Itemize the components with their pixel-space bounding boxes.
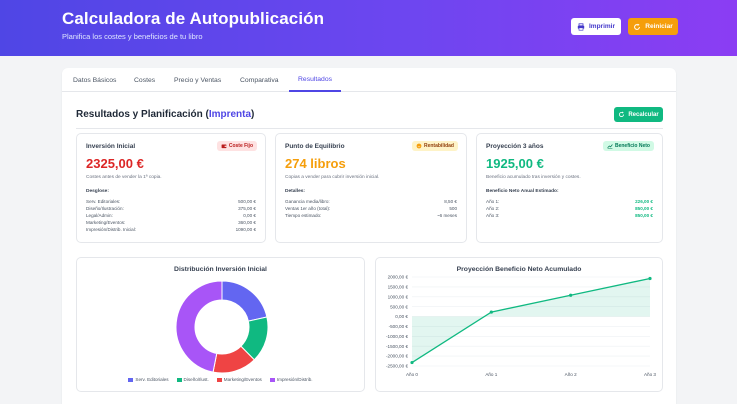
line-chart-title: Proyección Beneficio Neto Acumulado <box>456 266 582 273</box>
y-tick-label: -2500,00 € <box>386 364 408 369</box>
y-tick-label: 1500,00 € <box>388 284 409 289</box>
y-tick-label: 500,00 € <box>390 304 408 309</box>
reset-button[interactable]: Reiniciar <box>628 18 678 35</box>
list-item: Año 3: 850,00 € <box>486 213 653 218</box>
breakeven-card: Punto de Equilibrio Rentabilidad 274 lib… <box>275 133 467 243</box>
tab-datos-basicos[interactable]: Datos Básicos <box>73 76 117 84</box>
tab-precio-ventas[interactable]: Precio y Ventas <box>174 76 222 84</box>
tab-costes[interactable]: Costes <box>134 76 156 84</box>
app-subtitle: Planifica los costes y beneficios de tu … <box>62 32 203 41</box>
projection-desc: Beneficio acumulado tras inversión y cos… <box>486 175 581 180</box>
print-button[interactable]: Imprimir <box>571 18 621 35</box>
legend-swatch <box>269 377 275 382</box>
line-chart-card: Proyección Beneficio Neto Acumulado 2000… <box>375 257 663 392</box>
investment-card: Inversión Inicial Coste Fijo 2325,00 € C… <box>76 133 266 243</box>
divider <box>76 128 663 129</box>
legend-item: Diseño/Ilust. <box>176 377 209 382</box>
projection-value: 1925,00 € <box>486 156 544 171</box>
print-button-label: Imprimir <box>588 23 615 30</box>
main-panel: Datos Básicos Costes Precio y Ventas Com… <box>62 68 676 404</box>
smile-icon <box>416 143 422 149</box>
donut-chart-card: Distribución Inversión Inicial Serv. Edi… <box>76 257 365 392</box>
pie-slice-0 <box>221 280 268 322</box>
breakeven-desc: Copias a vender para cubrir inversión in… <box>285 175 380 180</box>
list-item: Tiempo estimado: ~6 meses <box>285 213 457 218</box>
legend-swatch <box>128 377 134 382</box>
fixed-cost-badge: Coste Fijo <box>216 141 257 151</box>
x-tick-label: Año 2 <box>565 372 577 377</box>
breakeven-details-title: Detalles: <box>285 189 305 194</box>
projection-card-title: Proyección 3 años <box>486 143 544 150</box>
y-tick-label: -2000,00 € <box>386 354 408 359</box>
reset-button-label: Reiniciar <box>645 23 673 30</box>
wallet-icon <box>221 144 227 149</box>
area-fill <box>412 278 650 363</box>
legend-item: Impresión/Distrib. <box>269 377 313 382</box>
line-chart: 2000,00 € 1500,00 € 1000,00 € 500,00 € 0,00 … <box>386 275 656 377</box>
series-line <box>411 277 651 364</box>
list-item: Diseño/Ilustración: 375,00 € <box>86 206 256 211</box>
app-title: Calculadora de Autopublicación <box>62 9 325 28</box>
x-tick-label: Año 0 <box>406 372 418 377</box>
breakeven-value: 274 libros <box>285 156 346 171</box>
data-point <box>648 276 652 281</box>
x-tick-label: Año 1 <box>485 372 497 377</box>
list-item: Ventas 1er año (total): 500 <box>285 206 457 211</box>
donut-chart <box>175 280 269 374</box>
list-item: Legal/Admin: 0,00 € <box>86 213 256 218</box>
net-profit-badge: Beneficio Neto <box>602 141 654 151</box>
breakeven-card-title: Punto de Equilibrio <box>285 143 345 150</box>
y-tick-label: -1000,00 € <box>386 334 408 339</box>
printer-icon <box>577 22 585 31</box>
list-item: Año 2: 850,00 € <box>486 206 653 211</box>
investment-value: 2325,00 € <box>86 156 144 171</box>
list-item: Ganancia media/libro: 8,50 € <box>285 199 457 204</box>
recalculate-button-label: Recalcular <box>628 111 659 118</box>
projection-card: Proyección 3 años Beneficio Neto 1925,00… <box>476 133 663 243</box>
page-header: Calculadora de Autopublicación Planifica… <box>0 0 737 56</box>
refresh-icon <box>634 23 641 30</box>
list-item: Marketing/Eventos: 360,00 € <box>86 220 256 225</box>
legend-item: Serv. Editoriales <box>128 377 169 382</box>
donut-legend: Serv. Editoriales Diseño/Ilust. Marketin… <box>77 377 364 382</box>
y-tick-label: -500,00 € <box>389 324 409 329</box>
investment-breakdown-title: Desglose: <box>86 189 109 194</box>
y-tick-label: 0,00 € <box>395 314 408 319</box>
recalculate-button[interactable]: Recalcular <box>614 107 663 122</box>
legend-item: Marketing/Eventos <box>216 377 262 382</box>
legend-swatch <box>216 377 222 382</box>
section-title: Resultados y Planificación (Imprenta) <box>76 109 255 120</box>
list-item: Serv. Editoriales: 500,00 € <box>86 199 256 204</box>
investment-card-title: Inversión Inicial <box>86 143 136 150</box>
list-item: Impresión/Distrib. Inicial: 1090,00 € <box>86 227 256 232</box>
tab-bar: Datos Básicos Costes Precio y Ventas Com… <box>62 68 676 92</box>
x-tick-label: Año 3 <box>644 372 656 377</box>
tab-resultados[interactable]: Resultados <box>289 68 342 92</box>
data-point <box>569 293 573 297</box>
y-tick-label: 2000,00 € <box>388 275 409 280</box>
investment-breakdown: Serv. Editoriales: 500,00 € Diseño/Ilustr… <box>86 198 256 233</box>
data-point <box>489 310 493 314</box>
donut-chart-title: Distribución Inversión Inicial <box>174 266 267 273</box>
tab-comparativa[interactable]: Comparativa <box>240 76 279 84</box>
y-tick-label: -1500,00 € <box>386 344 408 349</box>
refresh-icon <box>619 111 625 118</box>
legend-swatch <box>176 377 182 382</box>
data-point <box>410 360 414 365</box>
trend-up-icon <box>607 144 613 149</box>
profitability-badge: Rentabilidad <box>411 141 458 151</box>
breakeven-details: Ganancia media/libro: 8,50 € Ventas 1er a… <box>285 198 457 219</box>
investment-desc: Costes antes de vender la 1ª copia. <box>86 175 162 180</box>
y-tick-label: 1000,00 € <box>388 294 409 299</box>
projection-annual: Año 1: 226,00 € Año 2: 850,00 € Año 3: 850,… <box>486 198 653 219</box>
pie-slice-3 <box>175 280 223 373</box>
list-item: Año 1: 226,00 € <box>486 199 653 204</box>
section-title-mode: Imprenta <box>208 109 252 120</box>
projection-annual-title: Beneficio Neto Anual Estimado: <box>486 189 559 194</box>
